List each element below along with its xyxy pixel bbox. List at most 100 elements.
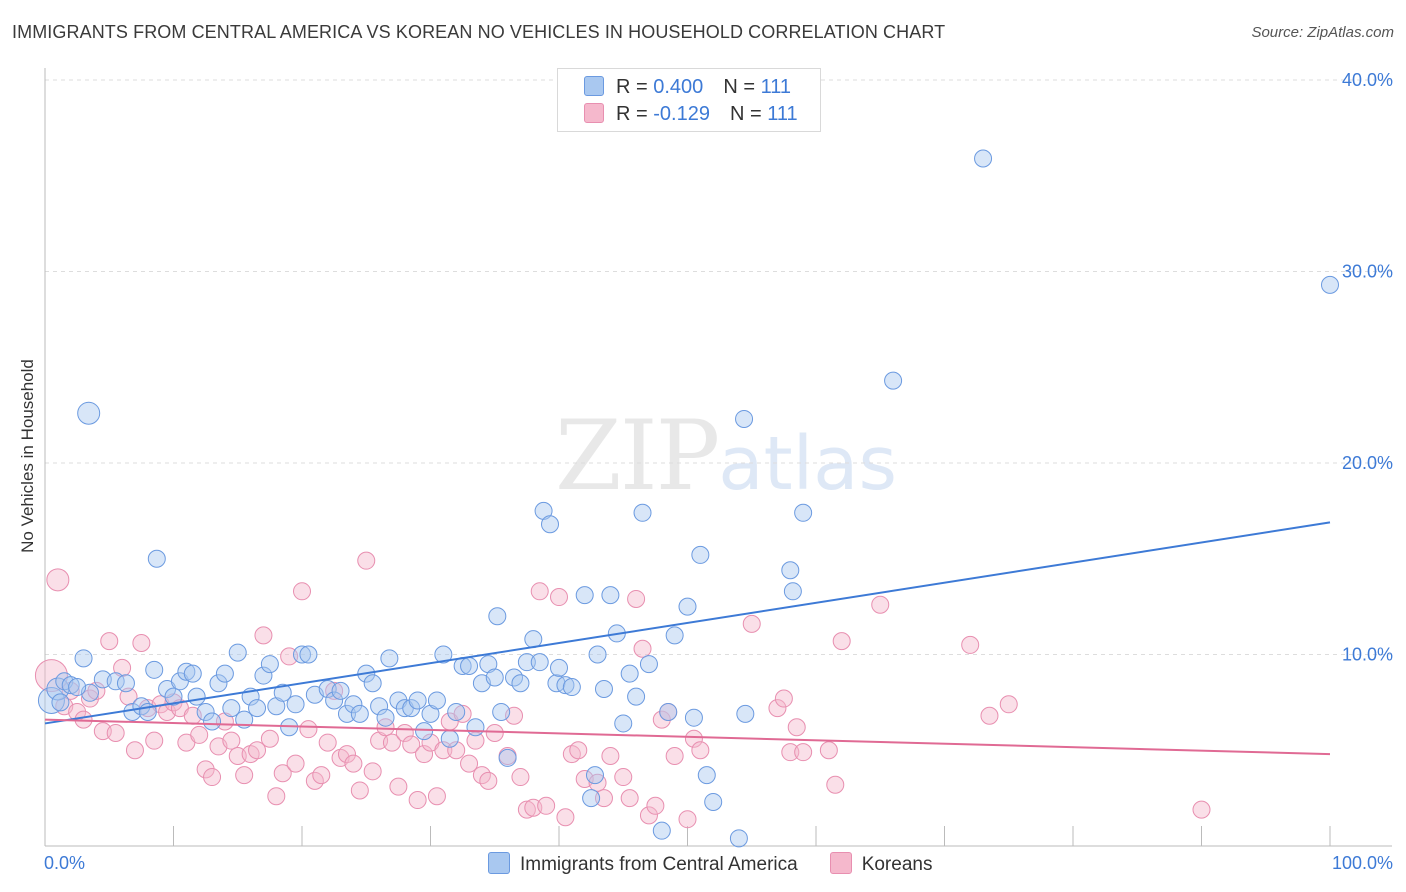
central-america-point [331,681,350,700]
central-america-point [415,722,434,741]
korean-point [678,810,697,829]
legend-row-central-america: R = 0.400 N = 111 [584,75,791,99]
korean-point [774,689,793,708]
korean-point [203,768,222,787]
central-america-point [273,683,292,702]
central-america-point [440,729,459,748]
central-america-point [299,645,318,664]
korean-point [781,743,800,762]
central-america-point [447,702,466,721]
korean-point [961,635,980,654]
central-america-point [517,653,536,672]
central-america-point [215,664,234,683]
central-america-point [177,662,196,681]
korean-point [196,760,215,779]
central-america-point [556,676,575,695]
central-america-point [293,645,311,664]
legend-n-label: N = [729,103,768,125]
central-america-point [337,704,356,723]
central-america-point [884,371,903,390]
korean-point [466,731,485,750]
korean-point [691,741,710,760]
central-america-point [344,695,363,714]
central-america-point [585,766,604,785]
korean-point [350,781,369,800]
legend-swatch-pink [584,103,604,123]
central-america-point [488,607,507,626]
korean-point [684,729,703,748]
y-tick-label: 40.0% [1342,70,1393,90]
korean-point [267,787,286,806]
korean-point [511,768,530,787]
korean-point [125,741,144,760]
korean-point [614,768,633,787]
series-legend-label-central-america: Immigrants from Central America [520,854,798,875]
central-america-trendline [44,521,1331,725]
central-america-point [729,829,748,848]
central-america-point [77,401,101,425]
korean-point [80,689,99,708]
korean-point [556,808,575,827]
korean-point [415,745,434,764]
series-legend-swatch-pink [829,852,852,874]
korean-point [447,741,466,760]
korean-point [145,731,164,750]
watermark: ZIPatlas [555,400,897,512]
korean-point [819,741,838,760]
central-america-point [665,626,684,645]
central-america-point [562,678,581,697]
korean-point [318,733,337,752]
korean-point [601,746,620,765]
central-america-point [582,789,601,808]
korean-point [100,632,119,651]
korean-point [357,551,376,570]
korean-point [999,695,1018,714]
korean-point [222,731,241,750]
watermark-zip: ZIP [555,400,720,512]
central-america-point [794,503,813,522]
central-america-point [541,515,560,534]
central-america-point [684,708,703,727]
korean-point [627,589,646,608]
korean-point [826,775,845,794]
korean-point [402,735,421,754]
central-america-point [614,714,633,733]
korean-point [768,699,787,718]
central-america-point [350,704,369,723]
korean-point [389,777,408,796]
central-america-point [61,676,80,695]
korean-point [530,582,549,601]
legend-n-label: N = [723,76,761,98]
central-america-point [620,664,639,683]
legend-r-value: 0.400 [653,76,704,98]
central-america-point [697,766,716,785]
korean-point [376,718,395,737]
chart-title: IMMIGRANTS FROM CENTRAL AMERICA VS KOREA… [12,22,946,42]
central-america-point [402,699,421,718]
y-tick-label: 10.0% [1342,645,1393,665]
korean-point [106,724,125,743]
central-america-point [704,792,723,811]
central-america-point [196,702,215,721]
korean-point [479,771,498,790]
legend-r-value: -0.129 [653,103,710,125]
korean-point [485,724,504,743]
korean-point [286,754,305,773]
korean-point [382,733,401,752]
korean-point [299,720,318,739]
korean-point [569,741,588,760]
korean-point [87,681,106,700]
legend-row-koreans: R = -0.129 N = 111 [584,102,798,126]
korean-point [273,764,292,783]
y-tick-label: 20.0% [1342,453,1393,473]
central-america-point [492,702,511,721]
central-america-point [575,586,594,605]
korean-point [537,796,556,815]
korean-point [980,706,999,725]
korean-point [639,806,658,825]
korean-trendline [44,718,1331,756]
korean-point [460,754,479,773]
korean-point [665,746,684,765]
watermark-atlas: atlas [718,421,898,507]
